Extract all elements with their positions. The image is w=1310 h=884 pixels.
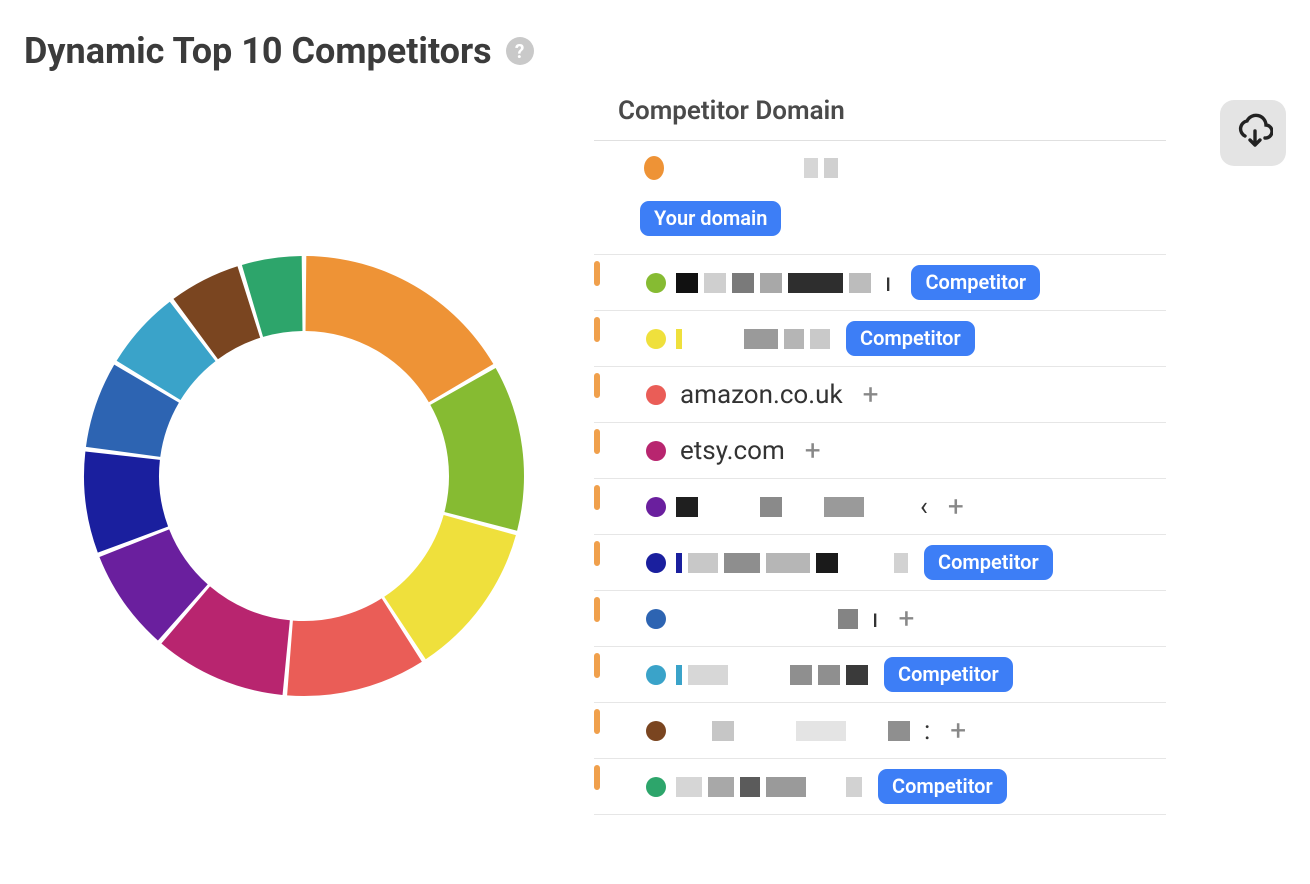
trailing-char: ı <box>868 604 882 634</box>
color-swatch <box>646 497 666 517</box>
list-column: Competitor Domain Your domainıCompetitor… <box>584 96 1286 815</box>
color-swatch <box>646 441 666 461</box>
competitor-row: Competitor <box>594 647 1166 703</box>
competitor-row: ı+ <box>594 591 1166 647</box>
color-swatch <box>646 385 666 405</box>
competitor-row: Competitor <box>594 311 1166 367</box>
page-title: Dynamic Top 10 Competitors <box>24 30 492 72</box>
chart-column <box>24 96 584 706</box>
add-competitor-icon[interactable]: + <box>857 378 881 411</box>
redacted-text <box>676 607 858 631</box>
redacted-text <box>804 156 904 180</box>
color-swatch <box>646 721 666 741</box>
domain-text[interactable]: etsy.com <box>676 436 789 466</box>
competitor-list: Your domainıCompetitorCompetitoramazon.c… <box>594 141 1166 815</box>
redacted-text <box>676 551 908 575</box>
redacted-text <box>676 327 830 351</box>
competitor-badge: Competitor <box>884 657 1013 692</box>
row-checkbox[interactable] <box>594 597 600 622</box>
help-icon[interactable]: ? <box>506 37 534 65</box>
add-competitor-icon[interactable]: + <box>799 434 823 467</box>
download-button[interactable] <box>1220 100 1286 166</box>
add-competitor-icon[interactable]: + <box>892 602 916 635</box>
donut-chart <box>74 246 534 706</box>
cloud-download-icon <box>1233 113 1273 153</box>
competitor-row: etsy.com + <box>594 423 1166 479</box>
domain-text[interactable]: amazon.co.uk <box>676 380 847 410</box>
competitor-badge: Competitor <box>911 265 1040 300</box>
row-checkbox[interactable] <box>594 709 600 734</box>
row-checkbox[interactable] <box>594 765 600 790</box>
own-domain-link[interactable] <box>674 155 794 181</box>
content-row: Competitor Domain Your domainıCompetitor… <box>24 96 1286 815</box>
row-checkbox[interactable] <box>594 317 600 342</box>
redacted-text <box>676 663 868 687</box>
color-swatch <box>644 156 664 180</box>
row-checkbox[interactable] <box>594 541 600 566</box>
competitor-badge: Competitor <box>846 321 975 356</box>
competitor-badge: Competitor <box>924 545 1053 580</box>
color-swatch <box>646 665 666 685</box>
trailing-char: : <box>920 716 934 746</box>
redacted-text <box>676 495 906 519</box>
competitor-row: :+ <box>594 703 1166 759</box>
color-swatch <box>646 329 666 349</box>
competitor-row: ı Competitor <box>594 255 1166 311</box>
row-checkbox[interactable] <box>594 485 600 510</box>
your-domain-badge: Your domain <box>640 201 781 236</box>
add-competitor-icon[interactable]: + <box>944 714 968 747</box>
add-competitor-icon[interactable]: + <box>942 490 966 523</box>
row-checkbox[interactable] <box>594 261 600 286</box>
redacted-text <box>676 775 862 799</box>
color-swatch <box>646 609 666 629</box>
color-swatch <box>646 777 666 797</box>
trailing-char: ‹ <box>916 492 932 522</box>
list-header: Competitor Domain <box>594 96 1166 141</box>
color-swatch <box>646 273 666 293</box>
competitor-row: Competitor <box>594 759 1166 815</box>
competitor-row: amazon.co.uk + <box>594 367 1166 423</box>
donut-slice[interactable] <box>306 256 494 402</box>
competitor-row: Your domain <box>594 141 1166 255</box>
row-checkbox[interactable] <box>594 653 600 678</box>
header-row: Dynamic Top 10 Competitors ? <box>24 30 1286 72</box>
redacted-text <box>676 271 871 295</box>
row-checkbox[interactable] <box>594 373 600 398</box>
widget-container: Dynamic Top 10 Competitors ? Competitor … <box>0 0 1310 845</box>
trailing-char: ı <box>881 268 895 298</box>
competitor-row: Competitor <box>594 535 1166 591</box>
redacted-text <box>676 719 910 743</box>
competitor-row: ‹+ <box>594 479 1166 535</box>
competitor-badge: Competitor <box>878 769 1007 804</box>
row-checkbox[interactable] <box>594 429 600 454</box>
color-swatch <box>646 553 666 573</box>
